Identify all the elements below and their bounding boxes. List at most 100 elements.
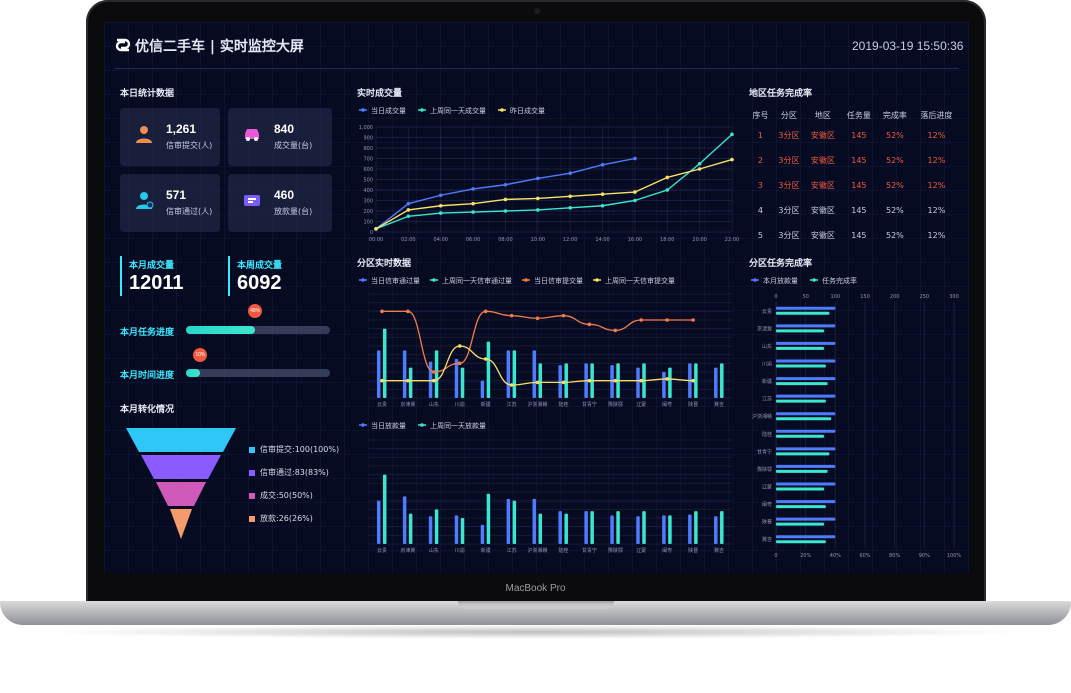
bar (636, 367, 640, 398)
table-cell-zone: 3分区 (778, 156, 800, 165)
y-tick-label: 京津冀 (757, 325, 772, 332)
data-point (406, 309, 410, 314)
bar (714, 516, 718, 544)
col-header: 地区 (814, 110, 831, 120)
bar (776, 540, 826, 544)
stat-card-submitted: 1,261 信审提交(人) (120, 108, 220, 166)
data-point (374, 227, 378, 231)
table-cell-lag: 12% (927, 206, 946, 215)
bar (460, 367, 465, 398)
y-tick-label: 辽蒙 (762, 484, 772, 491)
district-chart-title: 分区实时数据 (357, 259, 412, 269)
x-tick-label: 10:00 (531, 237, 545, 243)
y-tick-label: 700 (363, 157, 373, 163)
top-tick-label: 100 (831, 294, 841, 300)
y-tick-label: 江苏 (762, 396, 772, 403)
bar (402, 496, 407, 544)
page-title: 优信二手车 | 实时监控大屏 (135, 39, 304, 55)
stat-value: 460 (274, 188, 295, 202)
data-point (438, 211, 443, 215)
y-tick-label: 闽粤 (762, 501, 772, 508)
legend-label: 上周同一天信审通过量 (442, 276, 512, 285)
realtime-chart-legend: 当日成交量 上周同一天成交量 昨日成交量 (359, 106, 545, 115)
x-tick-label: 陆桂 (558, 401, 568, 408)
bar (776, 434, 825, 438)
bar (776, 412, 836, 416)
data-point (730, 132, 734, 137)
logo-icon (115, 38, 131, 52)
stat-label: 信审通过(人) (166, 207, 213, 216)
bar (532, 350, 537, 398)
bar (382, 474, 387, 544)
table-row[interactable]: 1 3分区 安徽区 145 52% 12% (748, 123, 960, 148)
stat-label: 成交量(台) (274, 141, 313, 150)
legend-swatch (249, 470, 255, 476)
data-point (665, 175, 670, 180)
data-point (639, 378, 644, 383)
legend-dot (500, 108, 504, 112)
x-tick-label: 云贵 (377, 547, 387, 554)
bottom-tick-label: 60% (859, 553, 870, 558)
funnel-legend-item: 信审提交:100(100%) (260, 445, 340, 454)
y-tick-label: 600 (363, 167, 373, 173)
data-point (503, 197, 508, 202)
bar (776, 394, 836, 398)
bar (428, 361, 433, 398)
col-header: 落后进度 (920, 110, 953, 120)
table-cell-lag: 12% (927, 231, 946, 240)
table-row[interactable]: 5 3分区 安徽区 145 52% 12% (748, 223, 960, 248)
bar (662, 372, 666, 398)
table-row[interactable]: 3 3分区 安徽区 145 52% 12% (748, 173, 960, 198)
bar (776, 469, 828, 473)
bar (512, 350, 517, 398)
x-tick-label: 辽蒙 (636, 401, 646, 408)
x-tick-label: 沪浙湘赣 (528, 401, 548, 408)
region-table: 序号 分区 地区 任务量 完成率 落后进度 1 3分区 安徽区 145 52% 12% 2 3… (748, 107, 960, 248)
bar (454, 515, 459, 544)
x-tick-label: 川渝 (455, 547, 465, 554)
legend-dot (753, 278, 757, 282)
x-tick-label: 闽粤 (662, 401, 672, 408)
district-chart-legend: 当日信审通过量 上周同一天信审通过量 当日信审提交量 上周同一天信审提交量 (359, 276, 675, 285)
car-icon (245, 129, 259, 141)
legend-label: 本月放款量 (763, 276, 798, 285)
bar (532, 498, 537, 544)
stat-label: 放款量(台) (274, 207, 313, 216)
zone-rate-title: 分区任务完成率 (749, 259, 813, 269)
x-tick-label: 豫陕鄂 (608, 547, 623, 554)
data-point (665, 377, 669, 381)
table-row[interactable]: 2 3分区 安徽区 145 52% 12% (748, 148, 960, 173)
col-header: 分区 (780, 110, 797, 120)
bar (720, 511, 724, 544)
bottom-tick-label: 100% (947, 553, 962, 558)
progress-label-time: 本月时间进度 (120, 371, 175, 381)
data-point (600, 203, 605, 208)
bar (376, 500, 381, 544)
data-point (587, 322, 592, 327)
data-point (536, 196, 540, 201)
table-row[interactable]: 4 3分区 安徽区 145 52% 12% (748, 198, 960, 223)
bar (564, 363, 568, 398)
table-cell-task: 145 (851, 231, 867, 240)
x-tick-label: 16:00 (628, 237, 642, 243)
region-table-title: 地区任务完成率 (749, 89, 813, 99)
x-tick-label: 甘青宁 (582, 547, 597, 554)
bar (454, 359, 459, 398)
x-tick-label: 新疆 (481, 547, 491, 554)
x-tick-label: 江苏 (507, 547, 517, 554)
data-point (503, 209, 508, 213)
series-line (381, 345, 694, 386)
data-point (613, 328, 618, 333)
bar (688, 514, 692, 544)
bar (558, 365, 562, 398)
data-point (535, 380, 540, 385)
money-icon (244, 195, 260, 206)
table-cell-area: 安徽区 (810, 206, 835, 215)
data-point (432, 370, 436, 374)
district-combo-chart: 云贵 京津冀 山东 川渝 新疆 江苏 沪浙湘赣 陆桂 甘青宁 豫陕鄂 辽蒙 闽粤 陕晋 冀吉 (369, 293, 732, 408)
legend-label: 当日放款量 (371, 421, 406, 430)
data-point (471, 187, 475, 191)
top-tick-label: 200 (890, 294, 900, 300)
x-tick-label: 陕晋 (688, 547, 698, 554)
y-tick-label: 豫陕鄂 (757, 466, 772, 473)
